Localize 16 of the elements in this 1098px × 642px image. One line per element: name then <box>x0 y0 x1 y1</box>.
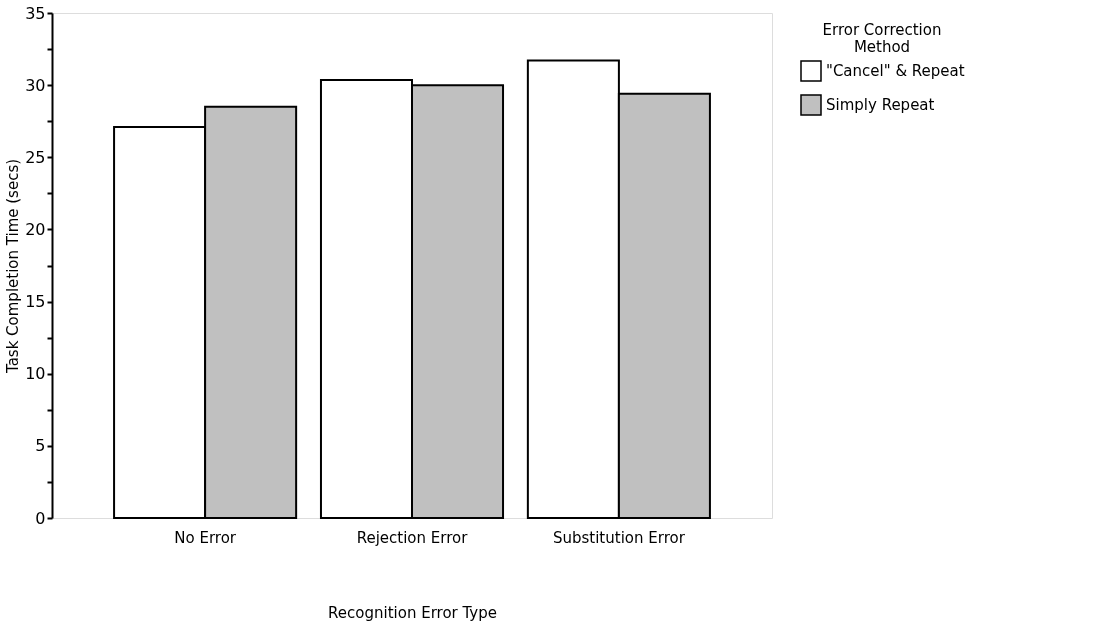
x-tick-label: Substitution Error <box>552 528 686 547</box>
y-tick-label: 10 <box>25 364 46 384</box>
x-axis-title: Recognition Error Type <box>328 603 497 622</box>
y-axis-title: Task Completion Time (secs) <box>4 158 23 375</box>
x-tick-label: Rejection Error <box>356 528 469 547</box>
x-tick-label: No Error <box>174 528 237 547</box>
y-tick-label: 30 <box>25 75 46 95</box>
y-tick-label: 5 <box>35 436 46 456</box>
legend-label: Simply Repeat <box>826 96 935 114</box>
legend-label: "Cancel" & Repeat <box>826 62 965 80</box>
y-tick-label: 15 <box>25 292 46 312</box>
legend-title: Error Correction Method <box>822 21 942 56</box>
y-tick-label: 0 <box>35 508 46 528</box>
y-tick-label: 25 <box>25 147 46 167</box>
y-tick-label: 35 <box>25 3 46 23</box>
y-tick-label: 20 <box>25 219 46 239</box>
